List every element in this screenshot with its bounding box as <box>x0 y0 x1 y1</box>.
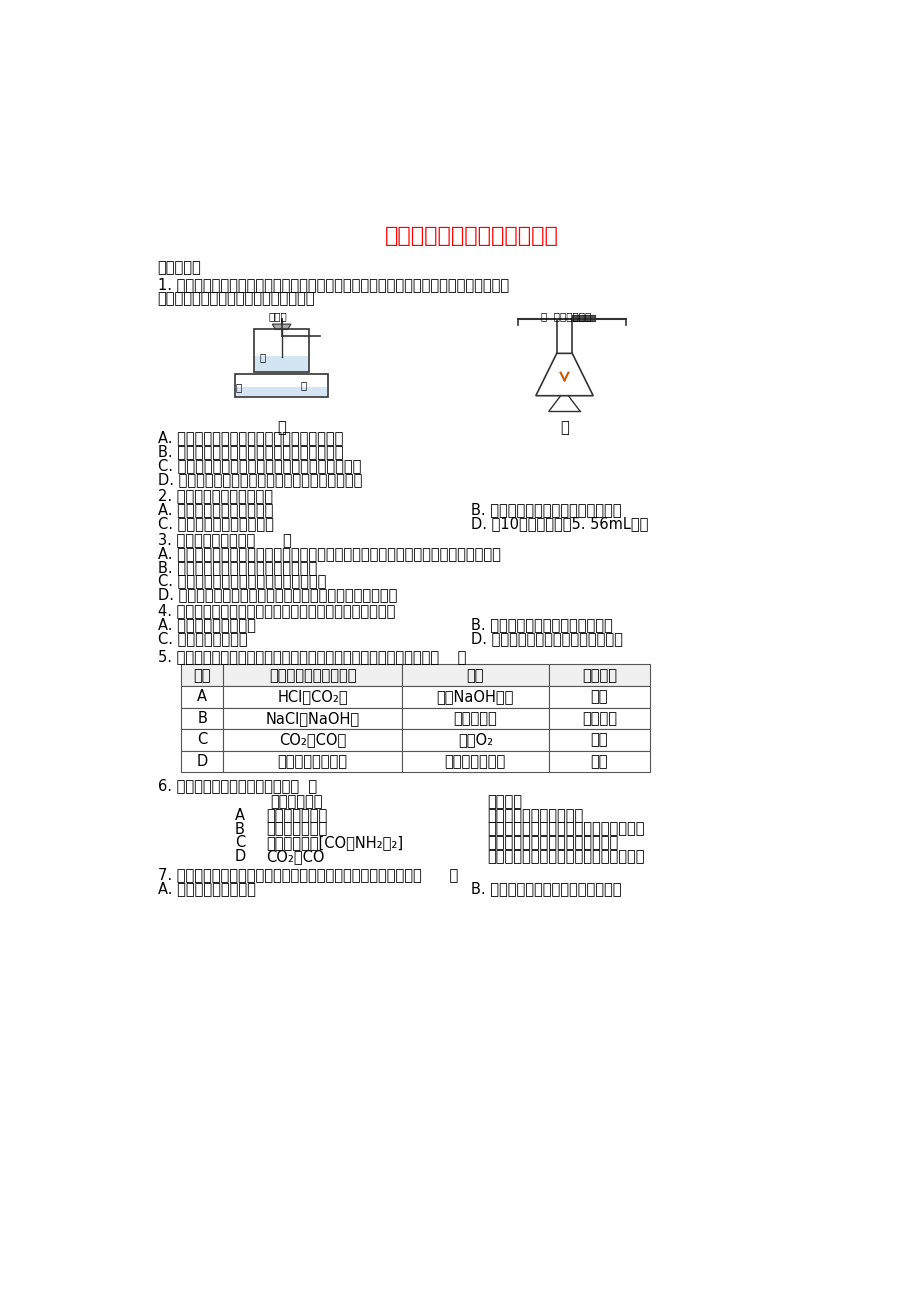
Text: C: C <box>235 836 245 850</box>
Text: B. 观察颜色来区分高锴酸钒和氯酸钒: B. 观察颜色来区分高锴酸钒和氯酸钒 <box>471 503 621 517</box>
Text: 氯化锐和尿素[CO（NH₂）₂]: 氯化锐和尿素[CO（NH₂）₂] <box>266 836 403 850</box>
Bar <box>255 355 308 371</box>
Bar <box>223 751 402 772</box>
Text: 适量硝酸钒溶液: 适量硝酸钒溶液 <box>444 754 505 769</box>
Text: HCl（CO₂）: HCl（CO₂） <box>277 689 347 704</box>
Text: B. 将燃着的木条分别伸入三瘱气体中: B. 将燃着的木条分别伸入三瘱气体中 <box>471 881 621 896</box>
Text: 物质检验、推断、分离、提纯: 物质检验、推断、分离、提纯 <box>384 225 558 246</box>
Text: 验装置（如乙图），以下评价不恰当的是: 验装置（如乙图），以下评价不恰当的是 <box>157 290 315 306</box>
Bar <box>402 729 549 751</box>
Text: A: A <box>197 689 207 704</box>
Text: D. 将燃着的木条分别伸入三瘱气体中: D. 将燃着的木条分别伸入三瘱气体中 <box>471 631 623 646</box>
Text: 乙: 乙 <box>560 421 568 435</box>
Text: 过量稀盐酸: 过量稀盐酸 <box>453 711 496 725</box>
Text: 通入澄清石灰水中，观察溶液是否变浑浊: 通入澄清石灰水中，观察溶液是否变浑浊 <box>486 849 644 865</box>
Bar <box>223 729 402 751</box>
Bar <box>223 686 402 707</box>
Text: 蘵发结晶: 蘵发结晶 <box>581 711 617 725</box>
Bar <box>549 707 649 729</box>
Text: 水: 水 <box>235 381 241 392</box>
Text: A. 工业上常采用分离液态空气法制氧气，该原理是利用氮气和氧气的密度不同进行分离: A. 工业上常采用分离液态空气法制氧气，该原理是利用氮气和氧气的密度不同进行分离 <box>157 546 500 561</box>
Text: C. 闻气味来区分白酒和白醋: C. 闻气味来区分白酒和白醋 <box>157 516 273 531</box>
Text: 3. 下列说法正确的是（      ）: 3. 下列说法正确的是（ ） <box>157 533 291 547</box>
Text: C. 氧气的化学性质比较活泼，属于可燃物: C. 氧气的化学性质比较活泼，属于可燃物 <box>157 574 325 589</box>
Bar <box>402 751 549 772</box>
Bar <box>549 686 649 707</box>
Text: 适量NaOH溶液: 适量NaOH溶液 <box>437 689 514 704</box>
Text: D: D <box>235 849 246 865</box>
Text: 甲: 甲 <box>277 421 286 435</box>
Bar <box>402 664 549 686</box>
Text: 鉴别方法: 鉴别方法 <box>486 794 521 809</box>
Text: C. 闻三瘱气体的气味: C. 闻三瘱气体的气味 <box>157 631 247 646</box>
Text: 操作方法: 操作方法 <box>581 668 617 682</box>
Text: B. 实验是制取气体的原料必须是纯净物: B. 实验是制取气体的原料必须是纯净物 <box>157 560 316 574</box>
Text: 5. 除去下列物质中的少量杂质，所选用的试剂及操作方法均正确的是（    ）: 5. 除去下列物质中的少量杂质，所选用的试剂及操作方法均正确的是（ ） <box>157 648 466 664</box>
Bar <box>549 664 649 686</box>
Text: 选项: 选项 <box>193 668 210 682</box>
Text: 试剂: 试剂 <box>466 668 483 682</box>
Text: 2. 下列实验，不能成功的是: 2. 下列实验，不能成功的是 <box>157 488 272 503</box>
Text: A. 甲、乙两装置实验前都要检查装置的气密性: A. 甲、乙两装置实验前都要检查装置的气密性 <box>157 431 343 445</box>
Text: 足量O₂: 足量O₂ <box>458 733 493 747</box>
Text: D. 甲装置实验中没夹紧弹簧夹，会使测定结果偏小: D. 甲装置实验中没夹紧弹簧夹，会使测定结果偏小 <box>157 471 361 487</box>
Text: CO₂（CO）: CO₂（CO） <box>278 733 346 747</box>
Bar <box>549 729 649 751</box>
Text: NaCl（NaOH）: NaCl（NaOH） <box>266 711 359 725</box>
Polygon shape <box>272 324 290 329</box>
Bar <box>181 729 223 751</box>
Bar <box>181 707 223 729</box>
Text: A. 收集一瘱氧气，观察颜色: A. 收集一瘱氧气，观察颜色 <box>157 503 273 517</box>
Text: 燃烧，闻燃烧产生的气味: 燃烧，闻燃烧产生的气味 <box>486 807 583 823</box>
Text: 弹簧夹: 弹簧夹 <box>268 311 287 322</box>
Bar <box>549 751 649 772</box>
Bar <box>572 315 595 322</box>
Text: A: A <box>235 807 244 823</box>
Text: 磷  可移动橡皮塞: 磷 可移动橡皮塞 <box>540 311 591 322</box>
Text: C. 乙装置简洁，减少了甲图装置中导管引起的误差: C. 乙装置简洁，减少了甲图装置中导管引起的误差 <box>157 458 360 473</box>
Text: D. 空气质量报告中所列的空气质量级别越小，空气质量越好: D. 空气质量报告中所列的空气质量级别越小，空气质量越好 <box>157 587 397 603</box>
Text: B. 将澄清的石灰水倒入三瘱气体中: B. 将澄清的石灰水倒入三瘱气体中 <box>471 617 613 633</box>
Text: 待鉴别的物质: 待鉴别的物质 <box>269 794 323 809</box>
Bar <box>181 751 223 772</box>
Text: 6. 下列物质的鉴别方法错误的是（  ）: 6. 下列物质的鉴别方法错误的是（ ） <box>157 779 316 793</box>
Text: 7. 现有空气、氧气、二氧化碳的三瘱气体，最简单的区别方法是（      ）: 7. 现有空气、氧气、二氧化碳的三瘱气体，最简单的区别方法是（ ） <box>157 867 458 881</box>
Text: C: C <box>197 733 207 747</box>
Text: 4. 为鉴别空气、氧气、二氧化碳三瘱气体，可选用的方法是: 4. 为鉴别空气、氧气、二氧化碳三瘱气体，可选用的方法是 <box>157 604 394 618</box>
Text: 过滤: 过滤 <box>590 754 607 769</box>
Bar <box>181 664 223 686</box>
Text: 水: 水 <box>301 380 307 391</box>
Text: D. 用10毫升量筒量厖5. 56mL的水: D. 用10毫升量筒量厖5. 56mL的水 <box>471 516 648 531</box>
Text: B. 乙装置实验中胶塞先向右移动，后向左移动: B. 乙装置实验中胶塞先向右移动，后向左移动 <box>157 444 343 460</box>
Text: A. 将水倒入三瘱气体中: A. 将水倒入三瘱气体中 <box>157 617 255 633</box>
Text: 脸纶和羊毛纤维: 脸纶和羊毛纤维 <box>266 807 327 823</box>
Text: 与熟石灰混合后一起研磨，闻气味: 与熟石灰混合后一起研磨，闻气味 <box>486 836 618 850</box>
Bar <box>235 387 327 397</box>
Bar <box>402 686 549 707</box>
Text: CO₂和CO: CO₂和CO <box>266 849 324 865</box>
Text: D: D <box>197 754 208 769</box>
Bar <box>255 329 309 372</box>
Bar <box>181 686 223 707</box>
Bar <box>223 707 402 729</box>
Bar <box>235 374 328 397</box>
Text: 食盐溶液和盐酸: 食盐溶液和盐酸 <box>266 822 327 836</box>
Text: 物质（括号内为杂质）: 物质（括号内为杂质） <box>268 668 356 682</box>
Text: 滴加无色酚酘试液，观察溶液颜色的变化: 滴加无色酚酘试液，观察溶液颜色的变化 <box>486 822 644 836</box>
Text: 洗气: 洗气 <box>590 689 607 704</box>
Bar <box>223 664 402 686</box>
Text: 点燃: 点燃 <box>590 733 607 747</box>
Bar <box>402 707 549 729</box>
Text: 1. 某校兴趣小组同学将课本「测定空气中氧气的含量」实验装置（如甲图）改进为新的实: 1. 某校兴趣小组同学将课本「测定空气中氧气的含量」实验装置（如甲图）改进为新的… <box>157 277 508 292</box>
Text: B: B <box>235 822 244 836</box>
Text: B: B <box>197 711 207 725</box>
Text: A. 测量三种气体的密度: A. 测量三种气体的密度 <box>157 881 255 896</box>
Text: 一、选择题: 一、选择题 <box>157 260 201 275</box>
Text: 磷: 磷 <box>260 353 266 362</box>
Text: 稀盐酸（稀硫酸）: 稀盐酸（稀硫酸） <box>278 754 347 769</box>
